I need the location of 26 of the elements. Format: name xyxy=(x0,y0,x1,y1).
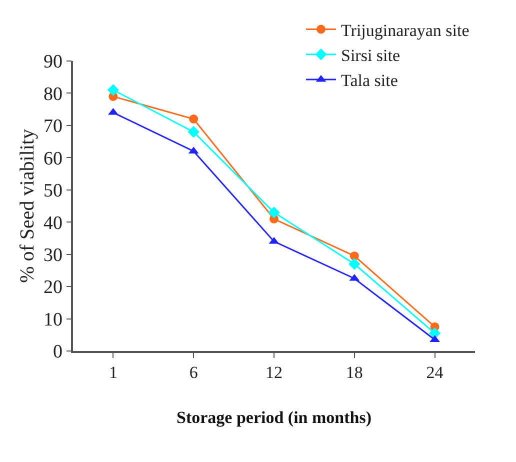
y-tick-label: 0 xyxy=(52,342,62,363)
y-tick-label: 10 xyxy=(43,309,62,330)
point xyxy=(107,84,120,96)
x-tick-label: 12 xyxy=(266,363,282,382)
y-tick-label: 70 xyxy=(43,116,62,138)
y-axis-title: % of Seed viability xyxy=(16,129,38,283)
x-tick-label: 24 xyxy=(426,363,444,382)
y-tick-label: 20 xyxy=(43,277,62,298)
y-tick-label: 60 xyxy=(43,148,62,170)
point xyxy=(350,251,359,260)
point xyxy=(268,206,280,218)
y-tick-label: 40 xyxy=(43,212,62,234)
x-tick-label: 1 xyxy=(108,363,118,382)
legend-label: Tala site xyxy=(341,71,398,90)
y-tick-label: 80 xyxy=(43,84,62,105)
x-tick-label: 6 xyxy=(189,363,198,382)
y-tick-label: 90 xyxy=(43,52,62,73)
legend-label: Trijuginarayan site xyxy=(341,20,470,40)
legend-label: Sirsi site xyxy=(341,46,400,65)
x-tick-label: 18 xyxy=(346,363,363,382)
point xyxy=(189,114,198,124)
y-tick-label: 50 xyxy=(43,180,62,202)
point xyxy=(348,258,360,270)
point xyxy=(188,126,200,138)
x-axis-title: Storage period (in months) xyxy=(176,408,372,428)
y-tick-label: 30 xyxy=(43,244,62,266)
